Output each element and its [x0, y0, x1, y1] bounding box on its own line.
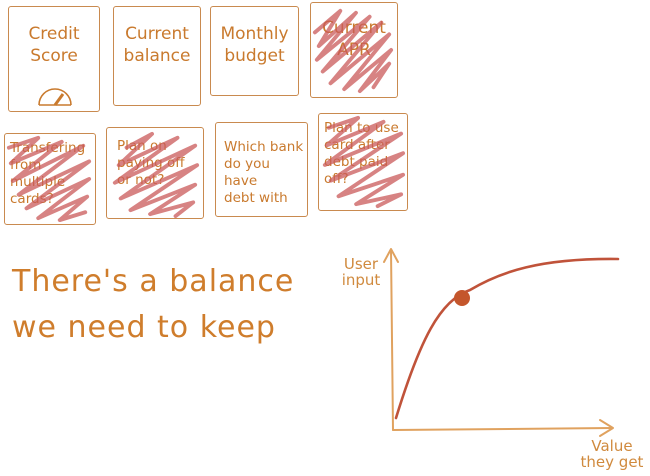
- card-label: Monthly budget: [220, 24, 289, 66]
- y-axis-label: User input: [341, 255, 381, 289]
- x-axis-arrowhead: [599, 419, 614, 437]
- x-axis-label: Value they get: [580, 437, 644, 471]
- x-axis: [392, 427, 613, 431]
- card-label: Credit Score: [28, 24, 80, 66]
- card-label: Plan on paying off or not?: [117, 138, 185, 188]
- caption-line-1: There's a balance: [12, 264, 295, 299]
- card-current-apr: Current APR: [310, 2, 398, 98]
- card-plan-paying-off: Plan on paying off or not?: [106, 127, 204, 219]
- card-transferring-cards: Transfering from multiple cards?: [4, 133, 96, 225]
- card-current-balance: Current balance: [113, 6, 201, 106]
- gauge-icon: [38, 88, 72, 106]
- card-monthly-budget: Monthly budget: [210, 6, 299, 96]
- card-label: Which bank do you have debt with: [224, 139, 304, 206]
- card-label: Current APR: [322, 18, 386, 60]
- balance-curve: [394, 257, 620, 420]
- card-which-bank: Which bank do you have debt with: [215, 122, 308, 217]
- y-axis-arrowhead: [383, 248, 399, 263]
- card-plan-use-card: Plan to use card after debt paid off?: [318, 113, 408, 211]
- card-label: Plan to use card after debt paid off?: [324, 120, 399, 187]
- card-label: Transfering from multiple cards?: [10, 140, 86, 207]
- card-credit-score: Credit Score: [8, 6, 100, 112]
- caption-line-2: we need to keep: [12, 310, 276, 345]
- y-axis: [390, 249, 394, 431]
- card-label: Current balance: [123, 24, 191, 66]
- balance-point: [454, 290, 470, 306]
